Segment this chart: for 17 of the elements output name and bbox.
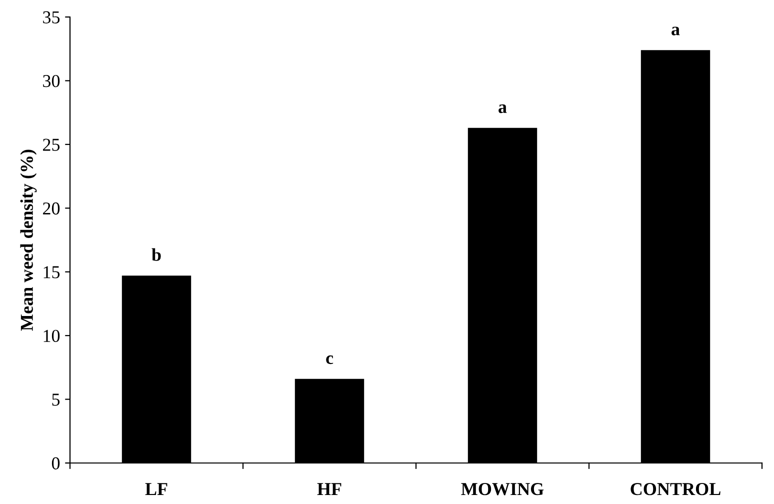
x-tick-label: LF [145, 483, 168, 495]
annotation: b [152, 248, 161, 261]
y-tick-label: 0 [52, 457, 60, 470]
x-tick-label: HF [317, 483, 342, 495]
y-tick-label: 25 [43, 138, 60, 151]
x-tick-label: MOWING [461, 483, 544, 496]
y-tick-label: 15 [44, 266, 60, 278]
x-tick-label: CONTROL [630, 483, 720, 496]
y-tick-label: 10 [44, 330, 60, 342]
y-axis-title: Mean weed density (%) [20, 150, 37, 331]
annotation: c [326, 355, 334, 364]
y-tick-label: 30 [43, 74, 60, 88]
annotation: a [498, 104, 507, 114]
y-tick-label: 20 [43, 202, 60, 215]
y-tick-label: 5 [52, 394, 60, 406]
y-tick-label: 35 [43, 11, 60, 24]
annotation: a [672, 26, 680, 36]
